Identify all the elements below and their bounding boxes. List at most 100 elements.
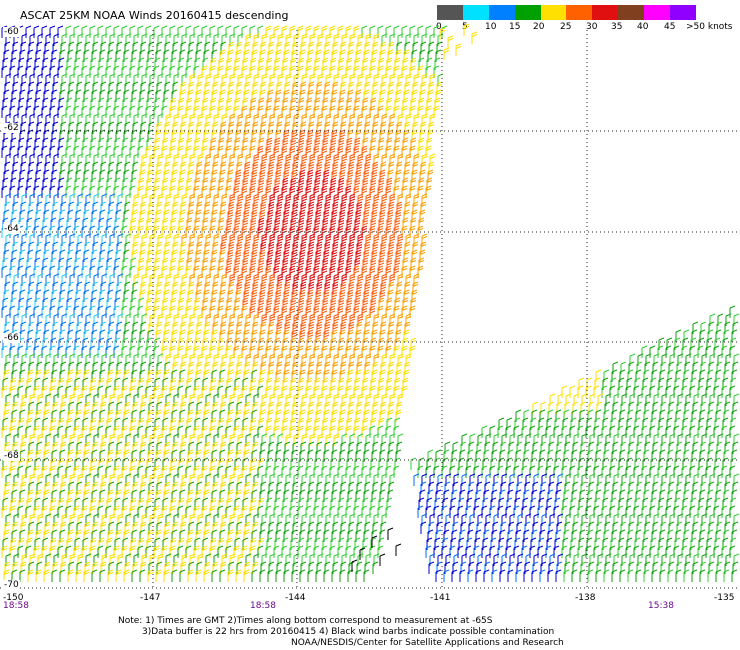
wind-barb (35, 89, 42, 102)
wind-barb (397, 193, 404, 206)
wind-barb (404, 81, 411, 94)
wind-barb (61, 73, 68, 86)
wind-barb (425, 65, 432, 78)
wind-barb (394, 57, 401, 70)
wind-barb (201, 265, 208, 278)
wind-barb (377, 345, 384, 358)
wind-barb (139, 129, 146, 142)
wind-barb (73, 105, 80, 118)
wind-barb (307, 209, 314, 222)
wind-barb (225, 345, 232, 358)
wind-barb (85, 153, 92, 166)
wind-barb (188, 281, 195, 294)
wind-barb (129, 25, 136, 38)
wind-barb (372, 361, 379, 374)
wind-barb (92, 41, 99, 54)
wind-barb (11, 369, 18, 382)
wind-barb (67, 249, 74, 262)
wind-barb (420, 81, 427, 94)
wind-barb (363, 169, 370, 182)
wind-barb (105, 305, 112, 318)
wind-barb (33, 345, 40, 358)
wind-barb (37, 273, 44, 286)
wind-barb (194, 217, 201, 230)
wind-barb (5, 73, 12, 86)
wind-barb (173, 153, 180, 166)
wind-barb (123, 369, 130, 382)
wind-barb (397, 233, 404, 246)
wind-barb (402, 257, 409, 270)
wind-barb (83, 49, 90, 62)
wind-barb (155, 129, 162, 142)
wind-barb (297, 345, 304, 358)
wind-barb (258, 337, 265, 350)
wind-barb (277, 313, 284, 326)
wind-barb (57, 25, 64, 38)
wind-barb (193, 65, 200, 78)
wind-barb (154, 337, 161, 350)
wind-barb (129, 65, 136, 78)
wind-barb (161, 65, 168, 78)
wind-barb (274, 177, 281, 190)
wind-barb (260, 281, 267, 294)
wind-barb (283, 249, 290, 262)
wind-barb (141, 273, 148, 286)
wind-barb (305, 265, 312, 278)
wind-barb (189, 233, 196, 246)
wind-barb (380, 121, 387, 134)
wind-barb (99, 169, 106, 182)
wind-barb (180, 241, 187, 254)
wind-barbs (1, 23, 740, 582)
wind-barb (347, 129, 354, 142)
wind-barb (61, 313, 68, 326)
wind-barb (203, 369, 210, 382)
wind-barb (284, 121, 291, 134)
wind-barb (213, 233, 220, 246)
wind-barb (99, 369, 106, 382)
wind-barb (178, 217, 185, 230)
wind-barb (213, 273, 220, 286)
wind-barb (67, 289, 74, 302)
wind-barb (394, 97, 401, 110)
wind-barb (117, 113, 124, 126)
wind-barb (289, 25, 296, 38)
wind-barb (154, 137, 161, 150)
wind-barb (413, 153, 420, 166)
wind-barb (17, 305, 24, 318)
wind-barb (396, 41, 403, 54)
wind-barb (108, 81, 115, 94)
wind-barb (5, 273, 12, 286)
wind-barb (131, 49, 138, 62)
wind-barb (165, 113, 172, 126)
wind-barb (427, 169, 434, 182)
wind-barb (68, 41, 75, 54)
wind-barb (362, 257, 369, 270)
wind-barb (305, 225, 312, 238)
wind-barb (29, 353, 36, 366)
wind-barb (19, 289, 26, 302)
wind-barb (49, 345, 56, 358)
wind-barb (115, 249, 122, 262)
wind-barb (349, 33, 356, 46)
wind-barb (73, 25, 80, 38)
wind-barb (379, 89, 386, 102)
wind-barb (132, 241, 139, 254)
wind-barb (43, 89, 50, 102)
wind-barb (357, 33, 364, 46)
wind-barb (219, 249, 226, 262)
wind-barb (637, 353, 644, 366)
wind-barb (373, 193, 380, 206)
legend-swatch (644, 5, 671, 20)
wind-barb (330, 177, 337, 190)
wind-barb (387, 289, 394, 302)
wind-barb (373, 273, 380, 286)
wind-barb (333, 73, 340, 86)
wind-barb (362, 337, 369, 350)
wind-barb (282, 257, 289, 270)
wind-barb (269, 273, 276, 286)
wind-barb (308, 161, 315, 174)
wind-barb (98, 337, 105, 350)
wind-barb (677, 353, 684, 366)
wind-barb (193, 225, 200, 238)
wind-barb (268, 321, 275, 334)
